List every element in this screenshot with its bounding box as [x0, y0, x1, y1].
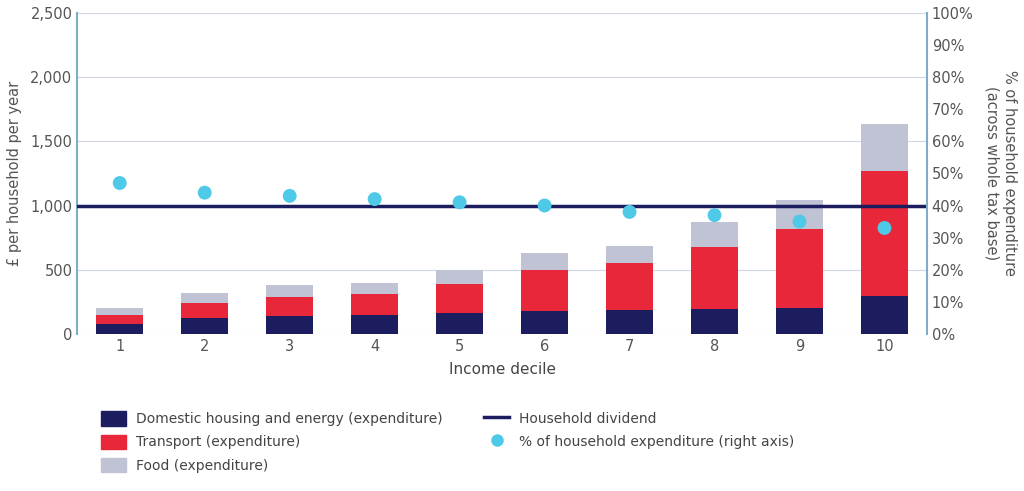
- Bar: [351, 282, 398, 294]
- Bar: [351, 315, 398, 334]
- Point: [792, 218, 808, 225]
- Bar: [776, 200, 823, 229]
- Bar: [436, 271, 483, 284]
- Bar: [266, 285, 313, 297]
- Legend: Domestic housing and energy (expenditure), Transport (expenditure), Food (expend: Domestic housing and energy (expenditure…: [101, 411, 795, 472]
- Bar: [691, 247, 738, 309]
- X-axis label: Income decile: Income decile: [449, 362, 556, 377]
- Y-axis label: £ per household per year: £ per household per year: [7, 81, 22, 266]
- Bar: [861, 124, 908, 171]
- Bar: [776, 307, 823, 334]
- Bar: [266, 316, 313, 334]
- Y-axis label: % of household expenditure
(across whole tax base): % of household expenditure (across whole…: [985, 71, 1017, 276]
- Bar: [266, 297, 313, 316]
- Point: [452, 198, 468, 206]
- Point: [877, 224, 893, 232]
- Bar: [181, 319, 228, 334]
- Point: [537, 202, 553, 210]
- Bar: [606, 263, 653, 310]
- Bar: [96, 308, 143, 315]
- Bar: [351, 294, 398, 315]
- Point: [707, 211, 723, 219]
- Bar: [521, 311, 568, 334]
- Point: [367, 195, 383, 203]
- Point: [197, 189, 213, 196]
- Point: [282, 192, 298, 200]
- Bar: [521, 253, 568, 271]
- Point: [112, 179, 128, 187]
- Bar: [436, 313, 483, 334]
- Bar: [606, 246, 653, 263]
- Bar: [181, 303, 228, 319]
- Bar: [606, 310, 653, 334]
- Bar: [96, 324, 143, 334]
- Bar: [96, 315, 143, 324]
- Bar: [521, 271, 568, 311]
- Bar: [436, 284, 483, 313]
- Bar: [691, 309, 738, 334]
- Bar: [861, 296, 908, 334]
- Point: [622, 208, 638, 216]
- Bar: [691, 222, 738, 247]
- Bar: [181, 293, 228, 303]
- Bar: [776, 229, 823, 307]
- Bar: [861, 171, 908, 296]
